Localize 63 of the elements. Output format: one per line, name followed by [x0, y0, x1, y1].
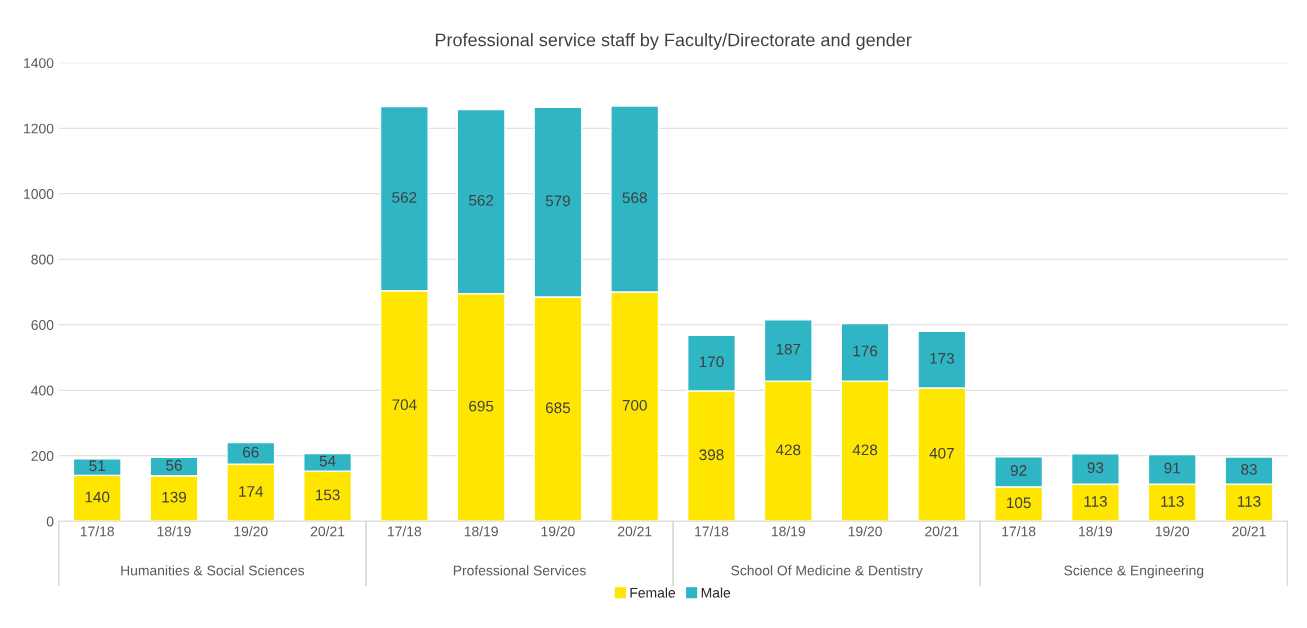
text: Science & Engineering [1064, 565, 1204, 579]
data-label: 92 [1010, 465, 1027, 476]
x-tick-label: 18/19 [464, 526, 498, 537]
data-label: 51 [89, 460, 105, 472]
x-tick-label: 19/20 [848, 526, 882, 537]
data-label: 139 [162, 491, 187, 503]
y-tick-label: 1000 [24, 189, 54, 199]
x-tick-label: 17/18 [80, 526, 114, 537]
data-label: 695 [469, 400, 494, 412]
data-label: 428 [775, 444, 801, 456]
y-tick-label: 400 [31, 385, 54, 396]
x-tick-label: 19/20 [1155, 526, 1190, 537]
chart-title: Professional service staff by Faculty/Directorate and gender [435, 33, 912, 50]
x-tick-label: 18/19 [1079, 526, 1113, 537]
data-label: 105 [1007, 497, 1031, 509]
x-tick-label: 20/21 [1232, 526, 1266, 537]
data-label: 568 [622, 192, 647, 204]
data-label: 170 [699, 356, 724, 368]
data-label: 174 [239, 486, 264, 497]
data-label: 153 [315, 489, 340, 501]
data-label: 113 [1237, 496, 1261, 507]
data-label: 398 [699, 449, 724, 461]
data-label: 140 [85, 491, 110, 503]
y-tick-label: 200 [31, 451, 54, 461]
x-tick-label: 19/20 [234, 526, 268, 537]
data-label: 685 [545, 402, 571, 414]
x-tick-label: 20/21 [618, 526, 652, 537]
y-tick-label: 0 [46, 516, 54, 527]
data-label: 173 [930, 352, 954, 364]
data-label: 91 [1164, 462, 1180, 474]
y-tick-label: 800 [31, 254, 54, 265]
data-label: 176 [853, 345, 878, 357]
data-label: 56 [166, 459, 182, 471]
x-tick-label: 18/19 [157, 526, 191, 537]
y-tick-label: 1200 [24, 123, 54, 134]
data-label: 579 [545, 195, 570, 207]
y-tick-label: 1400 [24, 58, 54, 68]
text: Humanities & Social Sciences [121, 565, 305, 576]
data-label: 83 [1241, 463, 1257, 475]
x-tick-label: 20/21 [925, 526, 959, 537]
data-label: 113 [1084, 496, 1107, 507]
data-label: 700 [622, 399, 647, 411]
text: Professional Services [453, 565, 586, 576]
data-label: 54 [319, 455, 336, 467]
x-tick-label: 17/18 [695, 526, 729, 537]
x-tick-label: 18/19 [771, 526, 806, 537]
data-label: 704 [392, 399, 417, 411]
data-label: 113 [1161, 496, 1184, 507]
text: School Of Medicine & Dentistry [731, 565, 923, 579]
data-label: 562 [469, 194, 494, 206]
x-tick-label: 17/18 [1002, 526, 1036, 537]
legend-label: Male [701, 587, 731, 598]
legend-label: Female [630, 587, 676, 598]
data-label: 93 [1087, 462, 1104, 474]
y-tick-label: 600 [31, 320, 54, 330]
data-label: 187 [776, 343, 801, 355]
x-tick-label: 17/18 [388, 526, 422, 537]
data-label: 428 [852, 444, 878, 456]
data-label: 66 [243, 446, 259, 458]
data-label: 407 [929, 447, 954, 459]
x-tick-label: 20/21 [310, 526, 345, 537]
data-label: 562 [392, 191, 417, 203]
x-tick-label: 19/20 [541, 526, 575, 537]
